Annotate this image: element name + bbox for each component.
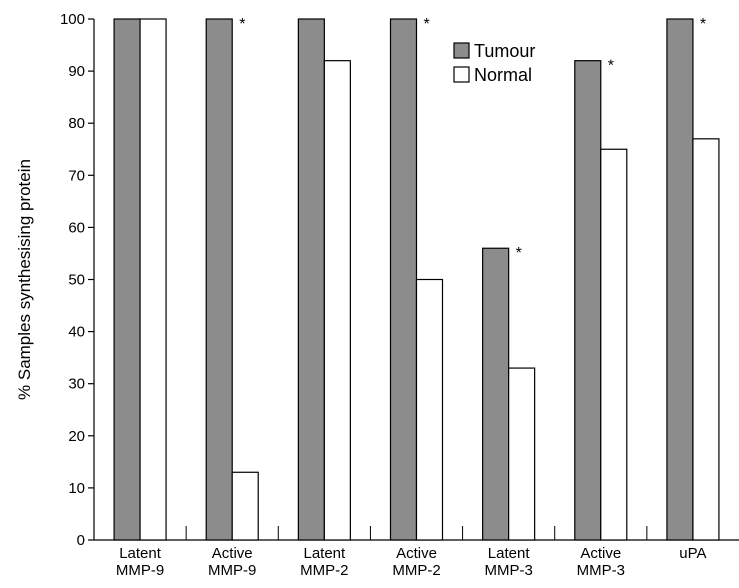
- legend-swatch-normal: [453, 66, 470, 83]
- y-tick-label: 90: [68, 63, 85, 80]
- y-axis-title: % Samples synthesising protein: [15, 159, 34, 400]
- bar-normal: [231, 471, 259, 541]
- y-tick-label: 80: [68, 115, 85, 132]
- y-tick-label: 50: [68, 272, 85, 289]
- x-tick-label: Active MMP-3: [577, 545, 625, 579]
- significance-asterisk: *: [608, 58, 614, 75]
- y-axis: 0 10 20 30 40 50 60 70 80 90 100: [60, 11, 95, 549]
- bar-normal: [415, 278, 444, 541]
- bars: [113, 18, 720, 541]
- significance-asterisk: *: [516, 245, 522, 262]
- y-tick-label: 70: [68, 167, 85, 184]
- y-tick-label: 10: [68, 480, 85, 497]
- bar-tumour: [482, 247, 510, 541]
- x-tick-label: Latent MMP-3: [484, 545, 532, 579]
- y-axis-label: % Samples synthesising protein: [15, 159, 34, 400]
- x-tick-label: Active MMP-2: [392, 545, 440, 579]
- significance-asterisk: *: [239, 16, 245, 33]
- legend-label-tumour: Tumour: [474, 41, 535, 61]
- bar-tumour: [666, 18, 694, 541]
- significance-asterisk: *: [700, 16, 706, 33]
- y-tick-label: 40: [68, 324, 85, 341]
- x-tick-label: Active MMP-9: [208, 545, 256, 579]
- significance-marks: * * * * *: [239, 16, 706, 262]
- bar-tumour: [297, 18, 325, 541]
- bar-normal: [323, 60, 351, 541]
- legend-label-normal: Normal: [474, 65, 532, 85]
- significance-asterisk: *: [424, 16, 430, 33]
- bar-normal: [139, 18, 167, 541]
- y-tick-label: 100: [60, 11, 85, 28]
- legend: Tumour Normal: [453, 41, 535, 85]
- y-tick-label: 0: [77, 532, 85, 549]
- x-tick-label: Latent MMP-2: [300, 545, 348, 579]
- bar-tumour: [389, 18, 418, 541]
- bar-tumour: [113, 18, 141, 541]
- x-tick-label: uPA: [679, 545, 706, 562]
- bar-normal: [600, 148, 628, 541]
- y-tick-label: 30: [68, 376, 85, 393]
- y-tick-label: 20: [68, 428, 85, 445]
- y-tick-label: 60: [68, 219, 85, 236]
- x-tick-label: Latent MMP-9: [116, 545, 164, 579]
- bar-normal: [508, 367, 536, 541]
- bar-tumour: [205, 18, 233, 541]
- bar-tumour: [574, 60, 602, 541]
- legend-swatch-tumour: [453, 42, 470, 59]
- bar-normal: [692, 138, 720, 541]
